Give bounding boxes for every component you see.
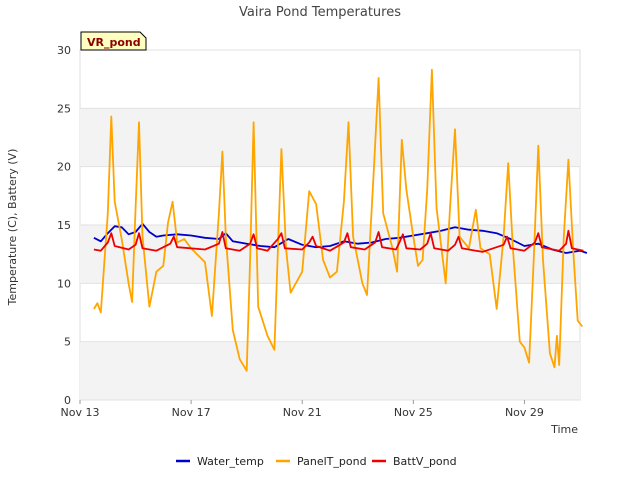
legend-label: Water_temp [197,455,264,468]
legend-item: BattV_pond [372,455,457,468]
legend: Water_temp PanelT_pond BattV_pond [176,455,457,468]
y-tick-label: 30 [57,44,71,57]
y-tick-label: 15 [57,219,71,232]
series-lines [93,68,588,372]
legend-item: PanelT_pond [276,455,367,468]
series-battv-pond [93,229,584,253]
y-tick-label: 25 [57,102,71,115]
grid-band [80,108,580,167]
grid-band [80,341,580,400]
y-tick-label: 20 [57,161,71,174]
x-tick-label: Nov 13 [61,406,100,419]
x-tick-label: Nov 21 [283,406,322,419]
badge: VR_pond [80,31,147,51]
y-tick-label: 0 [64,394,71,407]
x-axis-label: Time [550,423,578,436]
x-tick-label: Nov 25 [394,406,433,419]
x-tick-label: Nov 29 [505,406,544,419]
y-axis-label: Temperature (C), Battery (V) [6,149,19,307]
y-tick-label: 5 [64,336,71,349]
legend-item: Water_temp [176,455,264,468]
x-tick-label: Nov 17 [172,406,211,419]
badge-label: VR_pond [87,36,141,49]
legend-label: BattV_pond [393,455,457,468]
series-panelt-pond [93,68,584,372]
legend-label: PanelT_pond [297,455,367,468]
chart-title: Vaira Pond Temperatures [239,5,401,20]
y-tick-label: 10 [57,277,71,290]
y-axis-ticks: 0 5 10 15 20 25 30 [57,44,71,407]
x-axis-ticks: Nov 13 Nov 17 Nov 21 Nov 25 Nov 29 [61,400,544,419]
badge-box [80,31,147,51]
plot-background [79,49,581,401]
